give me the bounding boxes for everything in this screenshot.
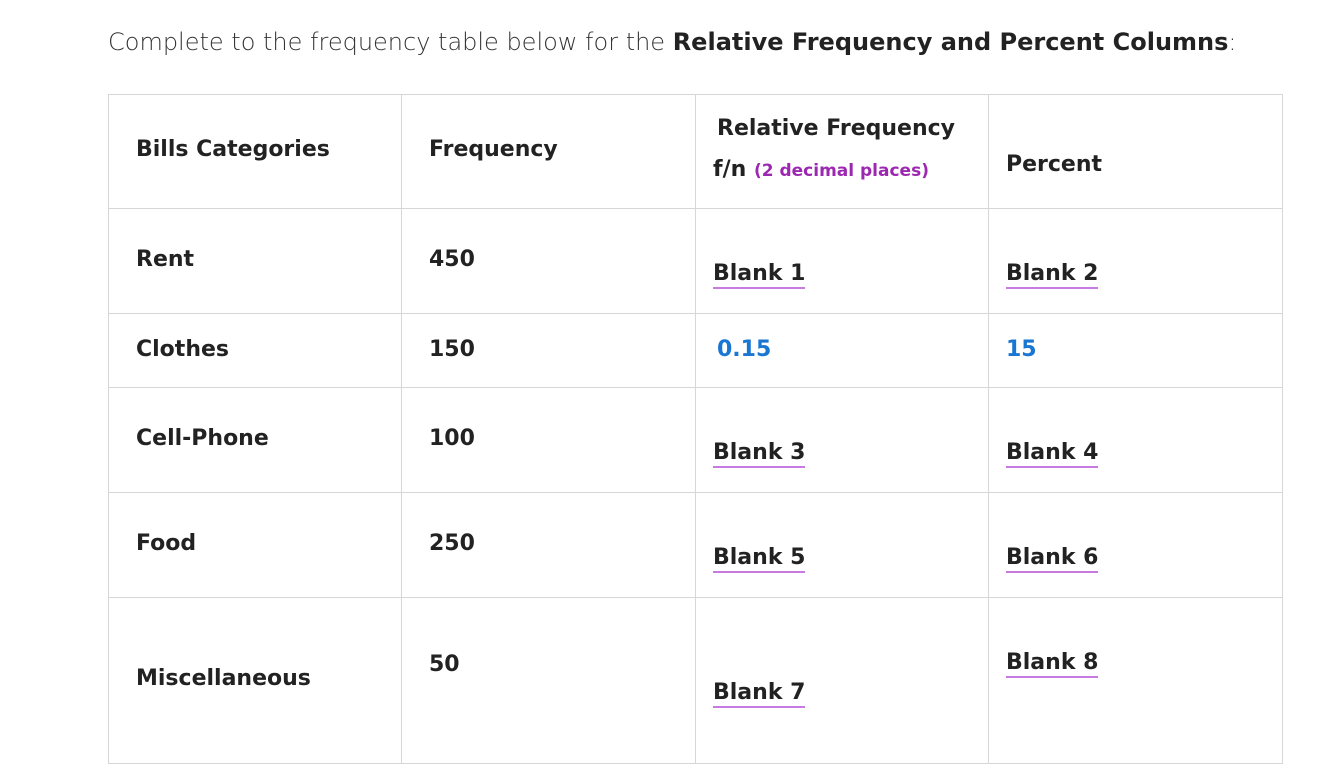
table-row: Clothes 150 0.15 15: [108, 313, 1283, 388]
blank-3-field[interactable]: Blank 3: [713, 440, 806, 468]
table-row: Food 250 Blank 5 Blank 6: [108, 492, 1283, 598]
category-label: Rent: [136, 247, 195, 272]
category-label: Clothes: [136, 337, 229, 362]
category-cell: Rent: [108, 208, 402, 314]
blank-7-field[interactable]: Blank 7: [713, 680, 806, 708]
blank-5-field[interactable]: Blank 5: [713, 545, 806, 573]
frequency-cell: 150: [401, 313, 696, 388]
table-row: Miscellaneous 50 Blank 7 Blank 8: [108, 597, 1283, 764]
percent-given-value: 15: [1006, 337, 1037, 362]
relative-cell: Blank 7: [695, 597, 989, 764]
frequency-table: Bills Categories Frequency Relative Freq…: [108, 94, 1283, 764]
header-cell-relative: Relative Frequency f/n (2 decimal places…: [695, 94, 989, 209]
blank-1-field[interactable]: Blank 1: [713, 261, 806, 289]
percent-cell: 15: [988, 313, 1283, 388]
header-relative-line2: f/n (2 decimal places): [713, 157, 929, 182]
frequency-cell: 250: [401, 492, 696, 598]
percent-cell: Blank 2: [988, 208, 1283, 314]
relative-cell: Blank 3: [695, 387, 989, 493]
relative-cell: Blank 1: [695, 208, 989, 314]
blank-4-field[interactable]: Blank 4: [1006, 440, 1099, 468]
table-row: Cell-Phone 100 Blank 3 Blank 4: [108, 387, 1283, 493]
category-label: Cell-Phone: [136, 426, 269, 451]
percent-cell: Blank 8: [988, 597, 1283, 764]
instructions-prefix: Complete to the frequency table below fo…: [108, 28, 673, 56]
relative-given-value: 0.15: [717, 337, 772, 362]
header-cell-frequency: Frequency: [401, 94, 696, 209]
frequency-value: 100: [429, 426, 475, 451]
category-cell: Clothes: [108, 313, 402, 388]
category-cell: Miscellaneous: [108, 597, 402, 764]
category-cell: Food: [108, 492, 402, 598]
relative-cell: 0.15: [695, 313, 989, 388]
frequency-cell: 50: [401, 597, 696, 764]
instructions-suffix: :: [1228, 28, 1237, 56]
header-relative-note: (2 decimal places): [753, 161, 929, 181]
table-header-row: Bills Categories Frequency Relative Freq…: [108, 94, 1283, 209]
frequency-value: 50: [429, 652, 460, 677]
header-relative-fn: f/n: [713, 157, 747, 182]
category-cell: Cell-Phone: [108, 387, 402, 493]
instructions-bold: Relative Frequency and Percent Columns: [672, 28, 1229, 56]
frequency-cell: 100: [401, 387, 696, 493]
frequency-value: 450: [429, 247, 475, 272]
header-percent: Percent: [1006, 152, 1103, 177]
blank-8-field[interactable]: Blank 8: [1006, 650, 1099, 678]
blank-2-field[interactable]: Blank 2: [1006, 261, 1099, 289]
header-cell-category: Bills Categories: [108, 94, 402, 209]
relative-cell: Blank 5: [695, 492, 989, 598]
frequency-value: 150: [429, 337, 475, 362]
table-row: Rent 450 Blank 1 Blank 2: [108, 208, 1283, 314]
header-cell-percent: Percent: [988, 94, 1283, 209]
blank-6-field[interactable]: Blank 6: [1006, 545, 1099, 573]
header-frequency: Frequency: [429, 137, 558, 162]
category-label: Miscellaneous: [136, 666, 311, 691]
frequency-cell: 450: [401, 208, 696, 314]
percent-cell: Blank 4: [988, 387, 1283, 493]
percent-cell: Blank 6: [988, 492, 1283, 598]
category-label: Food: [136, 531, 197, 556]
header-relative-line1: Relative Frequency: [717, 116, 955, 141]
frequency-value: 250: [429, 531, 475, 556]
header-category: Bills Categories: [136, 137, 330, 162]
instructions-text: Complete to the frequency table below fo…: [108, 28, 1237, 56]
